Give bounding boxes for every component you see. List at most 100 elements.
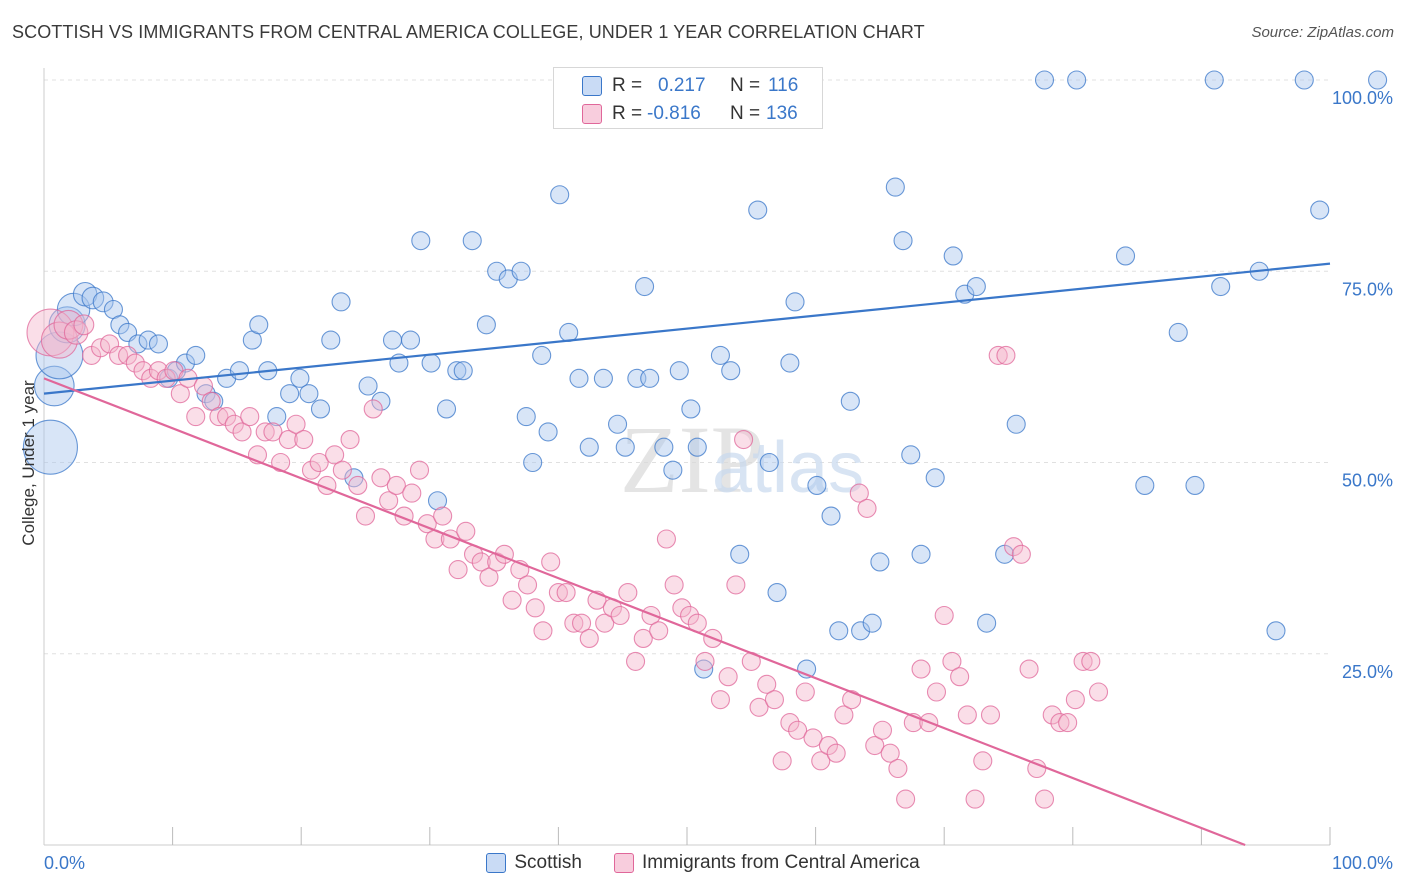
- scottish-point: [249, 315, 269, 335]
- scottish-point: [663, 460, 683, 480]
- scottish-point: [299, 384, 319, 404]
- scottish-point: [110, 315, 130, 335]
- scottish-point: [1034, 70, 1055, 90]
- central-america-point: [386, 475, 406, 496]
- data-points: [22, 70, 1388, 809]
- scottish-point: [33, 365, 75, 407]
- central-america-point: [672, 598, 692, 618]
- r-value: 0.217: [658, 75, 706, 96]
- scottish-point: [382, 330, 403, 350]
- scottish-point: [1168, 322, 1188, 343]
- central-america-point: [710, 690, 730, 710]
- central-america-point: [865, 735, 885, 756]
- central-america-point: [379, 491, 399, 511]
- central-america-point: [217, 407, 237, 427]
- scottish-point: [1115, 246, 1136, 266]
- scottish-legend-swatch: [486, 853, 507, 873]
- scottish-point: [22, 419, 78, 475]
- central-america-point: [818, 735, 839, 756]
- scottish-point: [1204, 70, 1224, 90]
- y-tick-label: 25.0%: [1342, 662, 1393, 682]
- central-america-point: [811, 751, 831, 771]
- central-america-legend-swatch: [613, 853, 634, 873]
- scottish-point: [710, 345, 730, 365]
- central-america-point: [517, 575, 538, 595]
- central-america-point: [255, 422, 275, 442]
- scottish-point: [870, 552, 890, 572]
- central-america-point: [148, 361, 169, 381]
- x-tick-label-min: 0.0%: [44, 853, 85, 873]
- legend-item-scottish: Scottish: [486, 852, 582, 874]
- scottish-point: [862, 613, 882, 633]
- trend-lines: [43, 262, 1331, 847]
- scottish-point: [569, 368, 589, 388]
- central-america-point: [325, 445, 345, 465]
- central-america-point: [996, 345, 1016, 365]
- legend-label-central-america: Immigrants from Central America: [641, 852, 920, 873]
- scottish-point: [977, 613, 997, 633]
- scottish-point: [148, 334, 169, 354]
- central-america-point: [965, 789, 985, 809]
- central-america-point: [525, 598, 545, 618]
- scottish-point: [523, 452, 543, 473]
- scottish-point: [267, 407, 287, 427]
- scottish-point: [1266, 621, 1286, 641]
- central-america-point: [680, 605, 700, 626]
- central-america-point: [896, 789, 916, 809]
- central-america-point: [1042, 705, 1062, 725]
- scottish-point: [186, 345, 206, 365]
- central-america-point: [1050, 713, 1070, 733]
- scottish-point: [1135, 475, 1155, 496]
- central-america-point: [749, 697, 769, 717]
- central-america-point: [355, 506, 376, 526]
- scottish-point: [780, 353, 800, 373]
- scottish-point: [759, 452, 779, 473]
- scottish-point: [579, 437, 599, 457]
- central-america-point: [595, 613, 615, 633]
- central-america-point: [1004, 537, 1024, 557]
- central-america-point: [479, 567, 499, 587]
- r-label: R =: [612, 75, 643, 96]
- central-america-point: [125, 353, 145, 373]
- central-america-point: [1065, 690, 1085, 710]
- central-america-point: [579, 628, 599, 649]
- scottish-point: [516, 407, 536, 427]
- scottish-point: [453, 361, 473, 381]
- scottish-point: [694, 659, 714, 679]
- scottish-point: [730, 544, 750, 564]
- scottish-point: [310, 399, 331, 419]
- central-america-point: [695, 651, 715, 671]
- central-america-trend-line: [43, 377, 1246, 847]
- central-america-point: [888, 758, 908, 779]
- central-america-point: [803, 728, 823, 748]
- scottish-point: [966, 276, 986, 297]
- central-america-point: [301, 460, 322, 480]
- central-america-point: [610, 605, 630, 626]
- scottish-point: [290, 368, 310, 388]
- central-america-point: [309, 452, 329, 473]
- scottish-point: [436, 399, 457, 419]
- central-america-point: [263, 422, 283, 442]
- scottish-point: [92, 291, 114, 313]
- central-america-point: [371, 468, 391, 488]
- central-america-point: [1019, 659, 1039, 679]
- scottish-point: [901, 445, 921, 465]
- central-america-point: [934, 605, 954, 626]
- central-america-point: [664, 575, 684, 595]
- central-america-point: [332, 460, 352, 480]
- scottish-point: [943, 246, 963, 266]
- scottish-point: [635, 276, 655, 297]
- scottish-point: [654, 437, 674, 457]
- stats-row-scottish: R = 0.217 N = 116: [554, 72, 822, 100]
- central-america-point: [448, 560, 468, 580]
- scottish-point: [427, 491, 448, 511]
- scottish-point: [447, 361, 467, 381]
- central-america-point: [764, 690, 784, 710]
- central-america-point: [201, 391, 221, 411]
- scottish-point: [331, 292, 351, 312]
- central-america-point: [1058, 713, 1078, 733]
- central-america-point: [548, 582, 568, 603]
- central-america-point: [849, 483, 869, 503]
- central-america-point: [973, 751, 993, 771]
